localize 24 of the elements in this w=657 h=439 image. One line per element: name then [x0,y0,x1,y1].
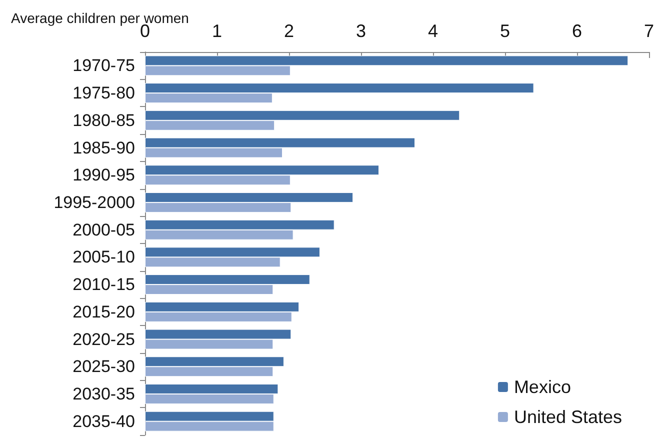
y-tick-label: 2020-25 [72,330,135,349]
x-tick-label: 5 [500,21,510,41]
x-tick-label: 2 [284,21,294,41]
y-tick-label: 1970-75 [72,56,135,76]
chart-title: Average children per women [11,10,189,26]
legend-label: United States [514,407,622,427]
y-tick-label: 1990-95 [72,166,135,185]
y-tick-label: 2000-05 [72,220,135,240]
y-tick-label: 1975-80 [72,84,135,103]
y-tick-label: 2030-35 [72,384,135,404]
y-tick-label: 1995-2000 [54,192,135,212]
y-tick-label: 2005-10 [72,248,135,267]
legend-label: Mexico [514,377,571,397]
y-tick-label: 2010-15 [72,275,135,294]
x-tick-label: 6 [572,21,582,41]
y-tick-label: 1985-90 [72,138,135,158]
y-tick-label: 2025-30 [72,357,135,376]
y-tick-label: 2035-40 [72,412,135,431]
x-tick-label: 4 [428,21,438,41]
x-tick-label: 7 [644,21,654,41]
x-tick-label: 1 [212,21,222,41]
y-tick-label: 1980-85 [72,110,135,130]
x-tick-label: 3 [356,21,366,41]
y-tick-label: 2015-20 [72,302,135,322]
